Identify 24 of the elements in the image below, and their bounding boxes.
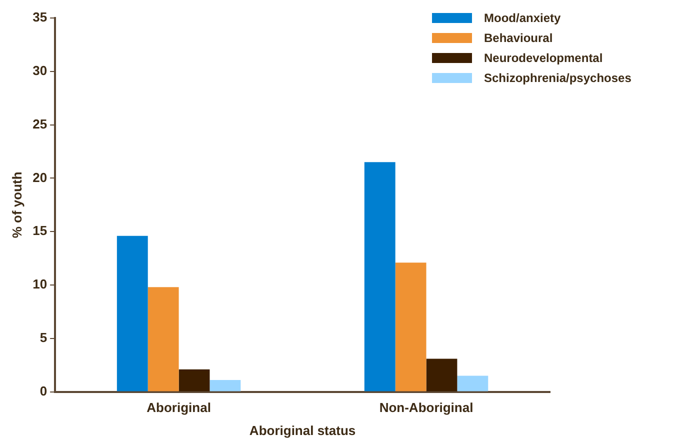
legend-label: Schizophrenia/psychoses: [484, 71, 632, 85]
bar: [210, 380, 241, 392]
bar: [426, 358, 458, 392]
x-tick-label: Aboriginal: [146, 400, 211, 416]
y-tick-label: 15: [32, 223, 48, 238]
y-tick-label: 5: [40, 330, 48, 345]
legend-label: Neurodevelopmental: [484, 51, 603, 65]
x-tick-label: Non-Aboriginal: [379, 400, 474, 416]
bar: [178, 369, 210, 392]
y-tick-label: 25: [32, 116, 48, 132]
y-tick-label: 35: [32, 10, 48, 25]
y-tick-label: 10: [32, 276, 48, 292]
y-tick-label: 20: [32, 170, 48, 185]
x-axis-title: Aboriginal status: [249, 422, 356, 438]
legend-label: Mood/anxiety: [484, 11, 561, 25]
bar: [364, 162, 396, 392]
legend-label: Behavioural: [484, 31, 553, 45]
y-axis-title: % of youth: [9, 172, 24, 238]
bar: [116, 236, 148, 392]
bar: [148, 287, 179, 392]
y-tick-label: 30: [32, 62, 48, 78]
bar: [457, 376, 488, 392]
bar: [395, 262, 426, 392]
y-tick-label: 0: [40, 383, 48, 398]
